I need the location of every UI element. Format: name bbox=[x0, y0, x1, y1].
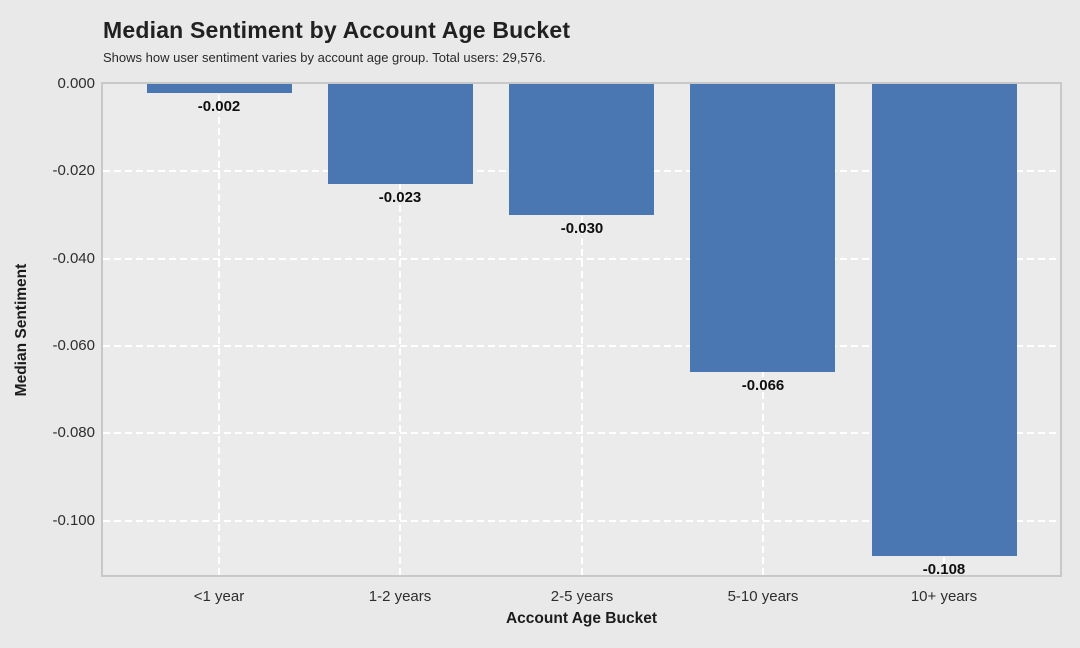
y-axis-title: Median Sentiment bbox=[13, 263, 30, 397]
bar-10+-years bbox=[872, 84, 1017, 556]
plot-area: -0.002 -0.023 -0.030 -0.066 -0.108 bbox=[101, 82, 1062, 577]
y-tick-label: -0.040 bbox=[52, 250, 95, 267]
vertical-gridline bbox=[581, 84, 583, 575]
y-tick-label: -0.020 bbox=[52, 162, 95, 179]
chart-subtitle: Shows how user sentiment varies by accou… bbox=[103, 50, 546, 65]
x-tick-label: 1-2 years bbox=[368, 588, 432, 605]
vertical-gridline bbox=[399, 84, 401, 575]
x-tick-label: 10+ years bbox=[910, 588, 978, 605]
chart-title: Median Sentiment by Account Age Bucket bbox=[103, 17, 571, 43]
bar-value-label: -0.023 bbox=[378, 189, 422, 206]
bar-value-label: -0.066 bbox=[741, 377, 785, 394]
bar-5-10-years bbox=[690, 84, 835, 372]
y-tick-label: 0.000 bbox=[57, 75, 95, 92]
y-tick-label: -0.080 bbox=[52, 424, 95, 441]
bar-1-2-years bbox=[328, 84, 473, 184]
bar-value-label: -0.002 bbox=[197, 98, 241, 115]
vertical-gridline bbox=[218, 84, 220, 575]
x-axis-title: Account Age Bucket bbox=[505, 610, 657, 627]
y-tick-label: -0.100 bbox=[52, 512, 95, 529]
bar-value-label: -0.030 bbox=[560, 220, 604, 237]
x-tick-label: 2-5 years bbox=[550, 588, 614, 605]
y-tick-label: -0.060 bbox=[52, 337, 95, 354]
bar-value-label: -0.108 bbox=[922, 561, 966, 577]
bar-2-5-years bbox=[509, 84, 654, 215]
x-tick-label: <1 year bbox=[193, 588, 245, 605]
bar--1-year bbox=[147, 84, 292, 93]
x-tick-label: 5-10 years bbox=[727, 588, 799, 605]
